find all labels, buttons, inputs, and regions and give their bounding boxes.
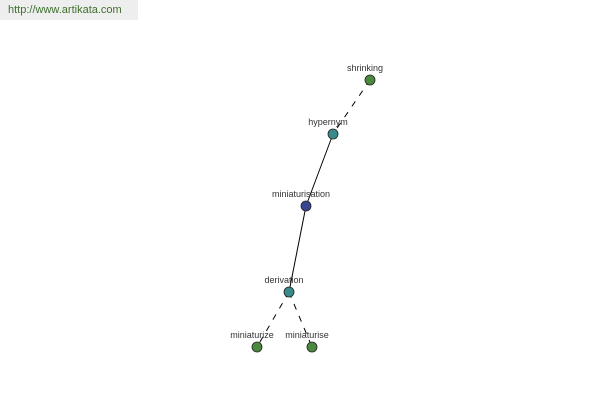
node-shrinking[interactable] [364, 74, 376, 86]
node-label-miniaturisation[interactable]: miniaturisation [272, 189, 330, 199]
site-header: http://www.artikata.com [0, 0, 138, 20]
node-miniaturise[interactable] [306, 341, 318, 353]
edge-shrinking-hypernym [332, 79, 371, 135]
node-label-hypernym[interactable]: hypernym [308, 117, 348, 127]
edge-miniaturisation-derivation [288, 205, 307, 293]
edge-derivation-miniaturize [256, 291, 290, 348]
node-label-miniaturize[interactable]: miniaturize [230, 330, 274, 340]
node-label-miniaturise[interactable]: miniaturise [285, 330, 329, 340]
edge-derivation-miniaturise [288, 291, 313, 348]
node-miniaturisation[interactable] [300, 200, 312, 212]
edge-hypernym-miniaturisation [305, 133, 334, 207]
node-derivation[interactable] [283, 286, 295, 298]
node-miniaturize[interactable] [251, 341, 263, 353]
site-url-link[interactable]: http://www.artikata.com [8, 4, 122, 16]
node-hypernym[interactable] [327, 128, 339, 140]
node-label-shrinking[interactable]: shrinking [347, 63, 383, 73]
node-label-derivation[interactable]: derivation [264, 275, 303, 285]
